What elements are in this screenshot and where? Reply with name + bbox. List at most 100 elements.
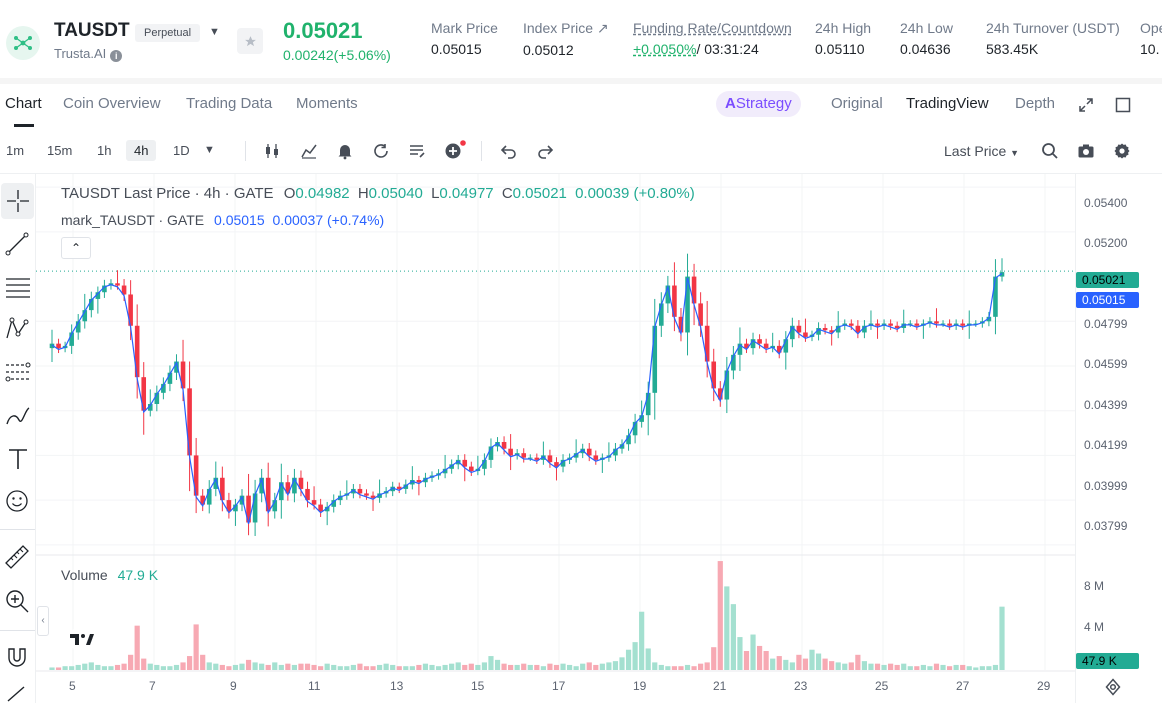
volume-bar (383, 663, 389, 670)
time-axis-label: 23 (794, 679, 808, 693)
alert-icon[interactable] (336, 142, 354, 160)
candle-body (206, 488, 212, 505)
candle-body (69, 332, 74, 346)
volume-bar (901, 663, 907, 670)
view-depth[interactable]: Depth (1015, 95, 1056, 112)
horizontal-lines-icon[interactable] (4, 274, 32, 300)
text-tool-icon[interactable] (6, 446, 30, 472)
layout-settings-icon[interactable] (408, 142, 426, 160)
interval-15m[interactable]: 15m (47, 143, 73, 158)
window-icon[interactable] (1115, 97, 1131, 113)
candle-body (888, 323, 893, 326)
view-tradingview[interactable]: TradingView (906, 95, 989, 112)
search-icon[interactable] (1041, 142, 1059, 160)
project-name[interactable]: Trusta.AI i (54, 46, 123, 62)
volume-bar (815, 653, 822, 670)
candle-body (331, 500, 337, 507)
magnet-icon[interactable] (5, 646, 29, 670)
price-type-dropdown[interactable]: Last Price ▼ (944, 143, 1019, 159)
tradingview-logo[interactable] (64, 626, 100, 652)
header-bar: TAUSDT Perpetual ▼ Trusta.AI i 0.05021 0.… (0, 0, 1162, 78)
time-axis-label: 13 (390, 679, 404, 693)
volume-bar (141, 658, 147, 670)
interval-1d[interactable]: 1D (173, 143, 190, 158)
undo-icon[interactable] (500, 142, 518, 160)
lock-drawing-icon[interactable] (6, 685, 28, 703)
stat-label: Ope (1140, 20, 1162, 36)
volume-bar (62, 666, 68, 670)
fib-retracement-icon[interactable] (4, 359, 32, 385)
symbol-title[interactable]: TAUSDT (54, 20, 130, 41)
view-original[interactable]: Original (831, 95, 883, 112)
tab-chart[interactable]: Chart (5, 95, 42, 112)
candle-body (390, 486, 395, 492)
volume-bar (363, 666, 370, 670)
volume-bar (809, 649, 815, 670)
collapse-legend-button[interactable]: ⌃ (61, 237, 91, 259)
candle-type-icon[interactable] (263, 142, 281, 160)
stat-index-price[interactable]: Index Price ↗ 0.05012 (523, 20, 609, 58)
strategy-button[interactable]: AStrategy (716, 91, 801, 117)
axis-settings-icon[interactable] (1104, 678, 1122, 696)
interval-1h[interactable]: 1h (97, 143, 112, 158)
camera-icon[interactable] (1077, 142, 1095, 160)
legend-mark: mark_TAUSDT · GATE 0.05015 0.00037 (+0.7… (61, 212, 384, 228)
replay-icon[interactable] (372, 142, 390, 160)
interval-4h[interactable]: 4h (126, 140, 157, 161)
favorite-star-button[interactable] (237, 28, 263, 54)
strategy-label: Strategy (735, 95, 792, 112)
candle-body (154, 392, 160, 404)
candle-body (947, 323, 952, 326)
last-price-tag: 0.05021 (1076, 272, 1139, 288)
emoji-icon[interactable] (4, 488, 30, 514)
tab-coin-overview[interactable]: Coin Overview (63, 95, 161, 112)
brush-icon[interactable] (4, 402, 32, 428)
volume-bar (449, 663, 455, 670)
candle-body (652, 325, 658, 393)
volume-bar (540, 666, 546, 670)
add-widget-icon[interactable] (444, 140, 466, 160)
price-change: 0.00242(+5.06%) (283, 47, 391, 63)
candle-body (750, 339, 756, 349)
trend-line-icon[interactable] (4, 231, 30, 257)
volume-bar (344, 666, 350, 670)
candle-body (285, 482, 291, 494)
price-axis-label: 0.04399 (1084, 398, 1128, 412)
price-axis[interactable] (1075, 174, 1162, 703)
fullscreen-icon[interactable] (1078, 97, 1094, 113)
redo-icon[interactable] (536, 142, 554, 160)
volume-bar (671, 666, 678, 670)
info-icon[interactable]: i (110, 50, 123, 62)
crosshair-tool[interactable] (1, 183, 34, 219)
candle-body (527, 457, 533, 459)
volume-bar (488, 656, 494, 670)
candle-body (279, 482, 284, 501)
collapse-toolbar-button[interactable]: ‹ (37, 606, 49, 636)
chart-canvas[interactable] (36, 174, 1075, 703)
candle-body (940, 323, 946, 325)
tab-trading-data[interactable]: Trading Data (186, 95, 273, 112)
pitchfork-icon[interactable] (4, 316, 30, 342)
volume-axis-label: 8 M (1084, 579, 1105, 593)
tab-moments[interactable]: Moments (296, 95, 358, 112)
zoom-in-icon[interactable] (4, 588, 30, 614)
ruler-icon[interactable] (4, 544, 30, 570)
candle-body (337, 495, 343, 501)
symbol-dropdown-icon[interactable]: ▼ (209, 26, 220, 38)
time-axis-label: 25 (875, 679, 889, 693)
candle-body (508, 448, 513, 456)
volume-bar (134, 625, 140, 670)
volume-bar (219, 664, 225, 670)
candle-body (357, 488, 363, 494)
volume-bar (259, 663, 265, 670)
gear-icon[interactable] (1113, 142, 1131, 160)
candle-body (200, 495, 205, 505)
indicators-icon[interactable] (300, 142, 318, 160)
stat-funding-rate: Funding Rate/Countdown +0.0050%/ 03:31:2… (633, 20, 792, 57)
volume-bar (940, 664, 946, 670)
volume-bar (966, 666, 972, 670)
interval-1m[interactable]: 1m (6, 143, 25, 158)
volume-bar (750, 634, 756, 670)
interval-dropdown-icon[interactable]: ▼ (204, 144, 215, 156)
volume-bar (331, 664, 337, 670)
